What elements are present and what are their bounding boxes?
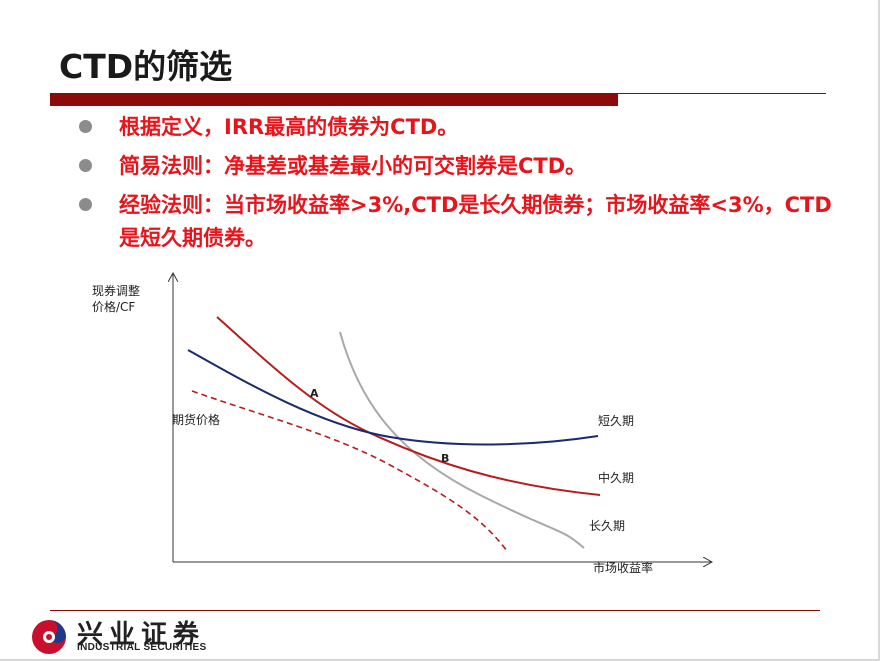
bullet-item: 简易法则：净基差或基差最小的可交割券是CTD。	[72, 150, 832, 183]
company-logo-en: INDUSTRIAL SECURITIES	[77, 642, 207, 653]
footer-rule	[50, 610, 820, 611]
ctd-duration-diagram: 现券调整 价格/CF 期货价格 A B 短久期 中久期 长久期 市场收益率	[92, 265, 740, 575]
point-b-label: B	[441, 452, 449, 465]
bullet-text: 简易法则：净基差或基差最小的可交割券是CTD。	[119, 154, 587, 178]
point-a-label: A	[310, 387, 319, 400]
futures-price-label: 期货价格	[172, 412, 220, 427]
company-logo: 兴业证券 INDUSTRIAL SECURITIES	[30, 616, 240, 658]
y-axis-label: 现券调整	[92, 283, 140, 298]
bullet-text: 根据定义，IRR最高的债券为CTD。	[119, 115, 459, 139]
bullet-dot-icon	[79, 159, 92, 172]
page-title: CTD的筛选	[59, 47, 233, 86]
bullet-list: 根据定义，IRR最高的债券为CTD。 简易法则：净基差或基差最小的可交割券是CT…	[72, 111, 832, 261]
y-axis-label: 价格/CF	[92, 299, 135, 314]
bullet-item: 经验法则：当市场收益率>3%,CTD是长久期债券；市场收益率<3%，CTD是短久…	[72, 189, 832, 255]
bullet-dot-icon	[79, 120, 92, 133]
title-rule-thick	[50, 93, 618, 106]
short-duration-curve	[187, 349, 599, 446]
x-axis-label: 市场收益率	[593, 560, 653, 575]
medium-duration-curve	[216, 316, 601, 496]
bullet-dot-icon	[79, 198, 92, 211]
company-logo-mark-icon	[32, 620, 66, 654]
long-duration-curve	[339, 331, 585, 549]
company-logo-cn: 兴业证券	[77, 620, 206, 650]
medium-duration-label: 中久期	[598, 470, 634, 485]
short-duration-label: 短久期	[598, 414, 634, 428]
bullet-text: 经验法则：当市场收益率>3%,CTD是长久期债券；市场收益率<3%，CTD是短久…	[119, 193, 832, 250]
long-duration-label: 长久期	[589, 519, 625, 533]
futures-price-curve	[191, 390, 508, 552]
title-rule-thin	[618, 93, 826, 94]
bullet-item: 根据定义，IRR最高的债券为CTD。	[72, 111, 832, 144]
